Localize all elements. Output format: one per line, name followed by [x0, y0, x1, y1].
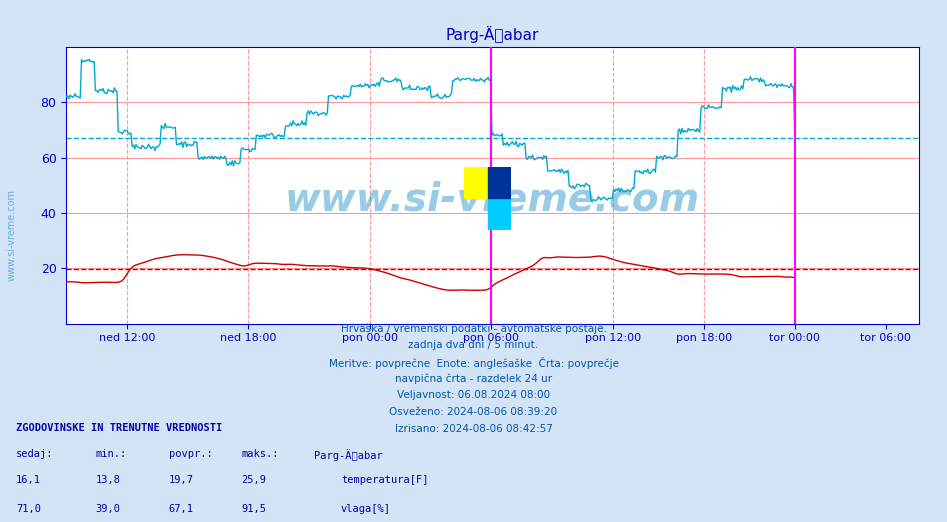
Text: sedaj:: sedaj:: [16, 449, 54, 459]
Text: temperatura[F]: temperatura[F]: [341, 475, 428, 485]
Text: ZGODOVINSKE IN TRENUTNE VREDNOSTI: ZGODOVINSKE IN TRENUTNE VREDNOSTI: [16, 423, 223, 433]
Bar: [488, 167, 511, 198]
Text: vlaga[%]: vlaga[%]: [341, 504, 391, 514]
Text: 71,0: 71,0: [16, 504, 41, 514]
Text: 39,0: 39,0: [96, 504, 120, 514]
Text: povpr.:: povpr.:: [169, 449, 212, 459]
Text: Hrvaška / vremenski podatki - avtomatske postaje.: Hrvaška / vremenski podatki - avtomatske…: [341, 324, 606, 334]
Text: 25,9: 25,9: [241, 475, 266, 485]
Text: Izrisano: 2024-08-06 08:42:57: Izrisano: 2024-08-06 08:42:57: [395, 424, 552, 434]
Bar: [488, 198, 511, 230]
Text: zadnja dva dni / 5 minut.: zadnja dva dni / 5 minut.: [408, 340, 539, 350]
Text: 91,5: 91,5: [241, 504, 266, 514]
Text: www.si-vreme.com: www.si-vreme.com: [285, 180, 700, 218]
Text: min.:: min.:: [96, 449, 127, 459]
Text: www.si-vreme.com: www.si-vreme.com: [7, 189, 16, 281]
Text: Meritve: povprečne  Enote: anglešaške  Črta: povprečje: Meritve: povprečne Enote: anglešaške Črt…: [329, 357, 618, 369]
Text: 19,7: 19,7: [169, 475, 193, 485]
Text: navpična črta - razdelek 24 ur: navpična črta - razdelek 24 ur: [395, 374, 552, 384]
Text: maks.:: maks.:: [241, 449, 279, 459]
Text: Osveženo: 2024-08-06 08:39:20: Osveženo: 2024-08-06 08:39:20: [389, 407, 558, 417]
Bar: [464, 167, 488, 198]
Text: Parg-Äabar: Parg-Äabar: [314, 449, 384, 461]
Text: Veljavnost: 06.08.2024 08:00: Veljavnost: 06.08.2024 08:00: [397, 390, 550, 400]
Text: 13,8: 13,8: [96, 475, 120, 485]
Text: 67,1: 67,1: [169, 504, 193, 514]
Title: Parg-Äabar: Parg-Äabar: [446, 26, 539, 43]
Text: 16,1: 16,1: [16, 475, 41, 485]
